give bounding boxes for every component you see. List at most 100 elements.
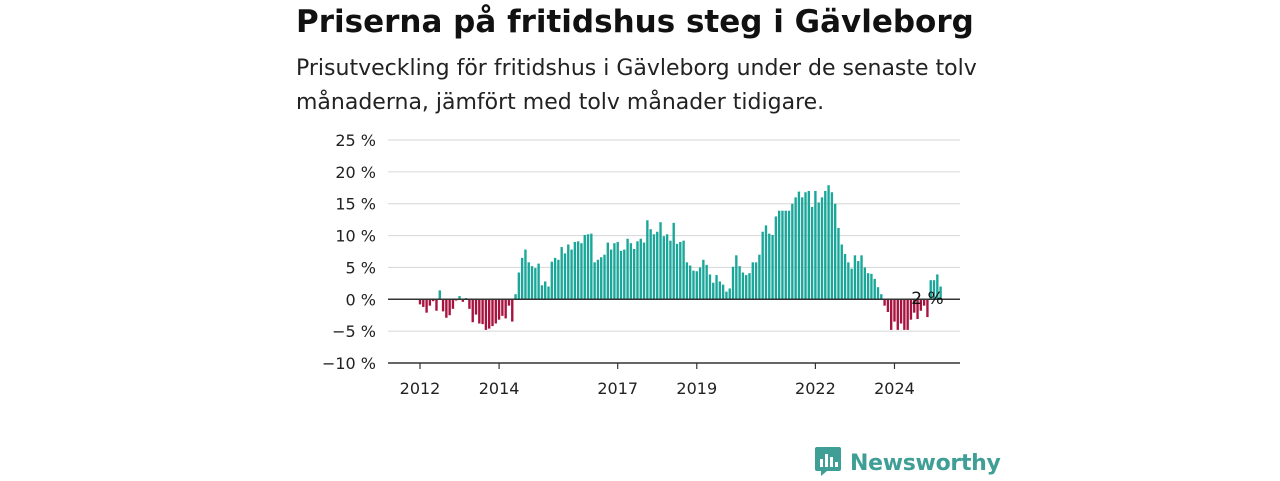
bar — [886, 299, 890, 313]
bar — [573, 241, 577, 300]
bar — [616, 241, 619, 300]
bar — [745, 275, 748, 300]
bar — [560, 247, 563, 300]
y-tick-label: 20 % — [335, 163, 376, 182]
bar — [636, 241, 639, 300]
bar — [544, 281, 547, 300]
bar — [922, 299, 926, 306]
bar — [517, 272, 521, 300]
bar — [520, 257, 524, 300]
axes — [388, 298, 960, 369]
x-tick-label: 2014 — [479, 379, 520, 398]
bar — [889, 299, 893, 330]
bar — [883, 299, 886, 306]
bar — [596, 259, 600, 300]
bar — [689, 265, 692, 300]
bar — [458, 296, 461, 300]
bar — [583, 234, 586, 300]
brand-logo: Newsworthy — [814, 446, 1001, 480]
bar — [600, 257, 603, 300]
bar — [461, 299, 465, 302]
bar — [534, 268, 537, 300]
bar — [787, 210, 791, 300]
bar — [936, 274, 939, 300]
bar — [715, 275, 718, 300]
bar — [606, 242, 610, 300]
bar — [857, 261, 860, 300]
bar — [751, 262, 754, 300]
bar — [794, 197, 797, 300]
bar — [843, 254, 847, 300]
bar — [474, 299, 478, 315]
bar — [478, 299, 481, 324]
bar — [471, 299, 474, 323]
bar — [438, 290, 441, 300]
bar — [847, 262, 850, 300]
bar — [613, 243, 616, 300]
bar — [563, 253, 567, 300]
bar — [501, 299, 504, 316]
bar — [774, 216, 778, 300]
bar — [919, 299, 923, 311]
chart-subtitle: Prisutveckling för fritidshus i Gävlebor… — [296, 56, 977, 115]
bar — [698, 267, 702, 300]
bar — [679, 241, 682, 300]
bar — [708, 274, 712, 300]
bar — [758, 254, 761, 300]
bar — [567, 244, 570, 300]
bar — [488, 299, 491, 329]
bar — [435, 299, 438, 311]
bar — [504, 299, 507, 319]
bar — [725, 291, 728, 300]
bar — [623, 249, 626, 300]
bar — [853, 255, 857, 300]
bar — [629, 243, 633, 300]
bar — [820, 197, 824, 300]
bar — [906, 299, 909, 330]
bar — [484, 299, 488, 330]
bar — [870, 273, 873, 300]
bar — [619, 250, 623, 300]
x-tick-label: 2017 — [597, 379, 638, 398]
bar — [652, 234, 656, 300]
bar — [468, 299, 471, 309]
bar — [550, 261, 553, 300]
latest-value-label: 2 % — [911, 289, 943, 309]
bar — [448, 299, 451, 316]
bar — [768, 233, 771, 300]
bar — [642, 242, 646, 300]
bar — [771, 234, 774, 300]
bar — [514, 294, 517, 300]
bar — [445, 299, 448, 318]
bar — [833, 203, 837, 300]
bar — [781, 210, 784, 300]
bar — [804, 192, 807, 300]
bar — [784, 210, 787, 300]
bar — [913, 299, 916, 313]
bar — [718, 281, 722, 300]
bar — [814, 190, 817, 300]
bar — [586, 234, 590, 300]
bar — [481, 299, 484, 325]
bar — [712, 282, 715, 300]
bar — [837, 227, 840, 300]
bar — [441, 299, 445, 312]
brand-name: Newsworthy — [850, 450, 1001, 476]
bar — [801, 197, 804, 300]
bar — [665, 234, 669, 300]
bar — [494, 299, 497, 324]
bar — [580, 243, 583, 300]
bar — [639, 238, 642, 300]
tick-labels: 25 % 20 % 15 % 10 % 5 % 0 % −5 % −10 % 2012 2014 2… — [322, 131, 944, 398]
bar — [735, 255, 738, 300]
bar — [626, 238, 629, 300]
bar — [557, 259, 560, 300]
bar — [593, 262, 596, 300]
bar — [932, 280, 936, 300]
bar — [866, 273, 870, 300]
bar — [570, 249, 573, 300]
bar — [909, 299, 913, 320]
y-tick-label: 0 % — [346, 290, 376, 309]
bar — [797, 191, 801, 300]
